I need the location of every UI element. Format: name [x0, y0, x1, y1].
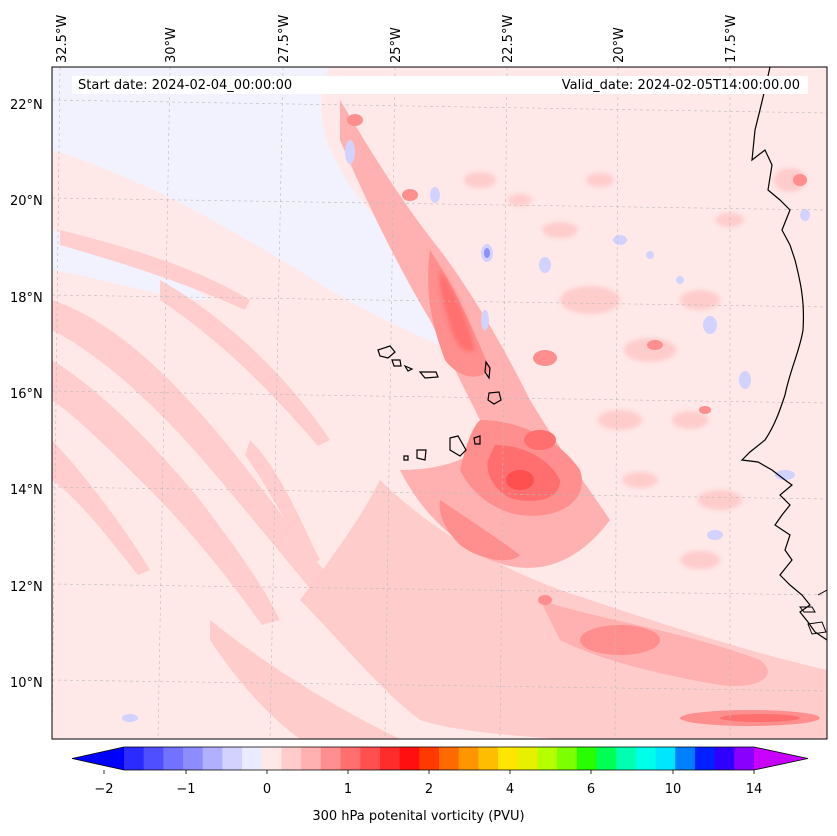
colorbar-outline [71, 746, 809, 771]
valid-date-label: Valid_date: 2024-02-05T14:00:00.00 [561, 78, 800, 93]
lat-label: 16°N [10, 387, 43, 402]
colorbar-bin [439, 747, 460, 770]
colorbar-tick: −2 [94, 782, 114, 797]
coastline [740, 67, 827, 641]
colorbar-label: 300 hPa potenital vorticity (PVU) [312, 809, 525, 824]
colorbar-bin [419, 747, 440, 770]
info-box [72, 76, 808, 94]
colorbar-bin [478, 747, 499, 770]
colorbar-bin [320, 747, 342, 770]
colorbar-bin [498, 747, 519, 770]
colorbar-bin [694, 747, 716, 770]
colorbar-bin [281, 747, 302, 770]
colorbar-bin [124, 747, 145, 770]
pv-field [52, 67, 827, 739]
lat-label: 12°N [10, 580, 43, 595]
colorbar-bin [261, 747, 282, 770]
graticule [52, 67, 827, 739]
colorbar-bin [360, 747, 381, 770]
colorbar-bin [675, 747, 696, 770]
colorbar-bin [714, 747, 735, 770]
lon-label: 27.5°W [277, 14, 292, 63]
colorbar-bin [340, 747, 361, 770]
colorbar-bin [537, 747, 558, 770]
colorbar-bin [399, 747, 420, 770]
colorbar-tick: 14 [745, 782, 763, 797]
map-frame [51, 66, 828, 740]
colorbar-bin [616, 747, 637, 770]
colorbar-tick: −1 [176, 782, 196, 797]
lat-label: 10°N [10, 676, 43, 691]
colorbar-bin [655, 747, 676, 770]
colorbar-bin [163, 747, 184, 770]
colorbar-bin [596, 747, 617, 770]
lat-label: 14°N [10, 483, 43, 498]
colorbar-bin [183, 747, 204, 770]
colorbar-bin [222, 747, 243, 770]
colorbar-bin [635, 747, 657, 770]
colorbar-tick: 2 [424, 782, 434, 797]
lat-label: 22°N [10, 98, 43, 113]
colorbar-tick: 1 [343, 782, 353, 797]
colorbar [71, 746, 809, 774]
lon-label: 17.5°W [724, 14, 739, 63]
colorbar-bin [576, 747, 597, 770]
lon-label: 30°W [164, 27, 179, 63]
colorbar-tick: 6 [586, 782, 596, 797]
lat-label: 18°N [10, 291, 43, 306]
colorbar-extend-min [72, 747, 124, 770]
colorbar-bin [557, 747, 578, 770]
colorbar-tick: 4 [505, 782, 515, 797]
lat-label: 20°N [10, 194, 43, 209]
colorbar-bin [379, 747, 401, 770]
colorbar-bin [458, 747, 479, 770]
colorbar-bin [301, 747, 322, 770]
islands [377, 345, 502, 461]
colorbar-bin [517, 747, 538, 770]
coastal-islands [798, 589, 827, 635]
colorbar-bin [202, 747, 223, 770]
colorbar-bin [734, 747, 755, 770]
colorbar-bin [242, 747, 263, 770]
lon-label: 32.5°W [55, 14, 70, 63]
lon-label: 20°W [612, 27, 627, 63]
lon-label: 22.5°W [501, 14, 516, 63]
colorbar-tick: 0 [262, 782, 272, 797]
colorbar-bin [143, 747, 164, 770]
colorbar-tick: 10 [664, 782, 682, 797]
colorbar-extend-max [754, 747, 808, 770]
start-date-label: Start date: 2024-02-04_00:00:00 [78, 78, 293, 93]
lon-label: 25°W [389, 27, 404, 63]
